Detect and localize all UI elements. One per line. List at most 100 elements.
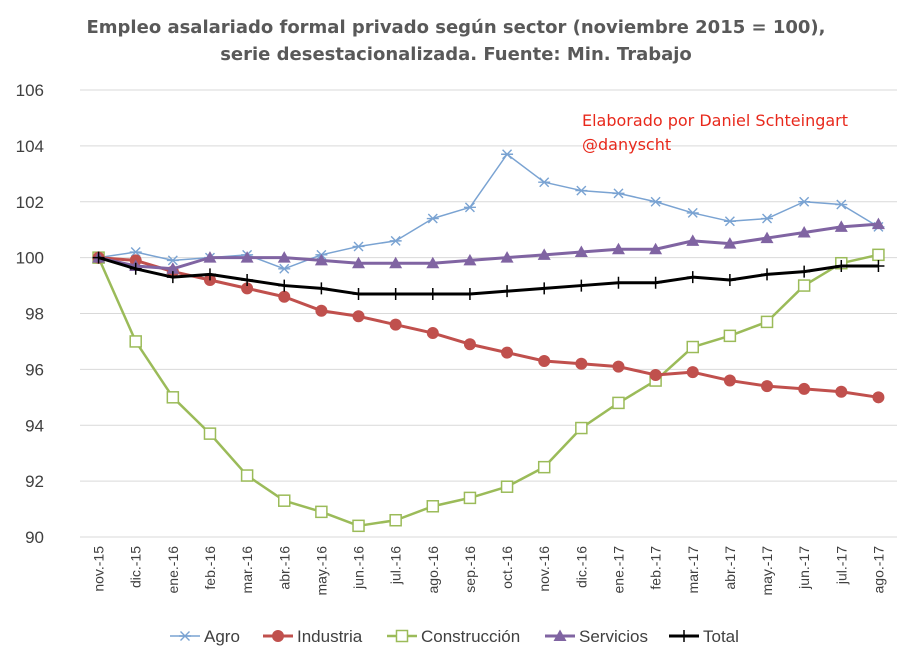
legend-swatch-marker — [395, 629, 409, 643]
chart-title-line-2: serie desestacionalizada. Fuente: Min. T… — [220, 44, 692, 65]
series-line-construccion — [97, 253, 879, 528]
data-point-servicios — [166, 262, 180, 274]
data-point-total — [835, 260, 848, 273]
legend-label-agro: Agro — [204, 627, 240, 646]
data-point-agro — [501, 149, 514, 160]
data-point-agro — [538, 177, 551, 188]
data-point-industria — [501, 346, 514, 359]
data-point-servicios — [314, 253, 328, 266]
data-point-total — [203, 268, 216, 281]
data-point-agro — [723, 216, 736, 227]
data-point-agro — [278, 263, 291, 274]
x-tick-label: sep.-16 — [462, 546, 478, 593]
data-point-industria — [612, 360, 625, 373]
series-lines — [92, 149, 885, 533]
x-tick-label: feb.-16 — [202, 546, 218, 590]
data-point-construccion — [760, 315, 774, 329]
data-point-industria — [389, 318, 402, 331]
data-point-agro — [835, 199, 848, 210]
data-point-construccion — [166, 391, 180, 404]
data-point-servicios — [426, 256, 440, 269]
data-point-servicios — [277, 251, 291, 263]
x-axis-tick-labels: nov.-15 dic.-15 ene.-16 feb.-16 mar.-16 abr.-… — [91, 546, 887, 596]
y-tick-label: 100 — [16, 249, 44, 268]
x-tick-label: mar.-16 — [239, 546, 255, 594]
x-tick-label: oct.-16 — [499, 546, 515, 589]
data-point-construccion — [426, 500, 440, 513]
data-point-construccion — [463, 491, 477, 505]
data-point-total — [241, 273, 254, 286]
data-point-construccion — [203, 427, 217, 440]
x-tick-label: jul.-17 — [833, 546, 849, 585]
data-point-construccion — [389, 513, 402, 527]
data-point-industria — [352, 310, 365, 323]
data-point-construccion — [872, 248, 885, 262]
x-tick-label: abr.-17 — [722, 546, 738, 590]
data-point-total — [92, 251, 105, 264]
data-point-total — [612, 276, 625, 289]
author-credit: Elaborado por Daniel Schteingart — [582, 111, 848, 130]
data-point-total — [723, 273, 736, 286]
data-point-agro — [352, 241, 365, 252]
data-point-total — [166, 271, 179, 284]
data-point-industria — [872, 391, 885, 404]
data-point-servicios — [649, 242, 663, 255]
x-tick-label: nov.-16 — [536, 546, 552, 592]
legend-swatch-marker — [553, 629, 567, 641]
x-tick-label: ago.-16 — [425, 546, 441, 594]
legend-item-agro: Agro — [170, 627, 240, 646]
data-point-total — [501, 285, 514, 298]
data-point-construccion — [797, 279, 811, 292]
data-point-servicios — [760, 231, 774, 244]
data-point-servicios — [871, 217, 885, 230]
data-point-construccion — [240, 469, 254, 482]
data-point-construccion — [352, 519, 365, 533]
series-total — [92, 251, 885, 300]
data-point-agro — [761, 213, 774, 224]
series-line-servicios — [98, 222, 879, 271]
data-point-industria — [315, 304, 328, 317]
data-point-industria — [463, 338, 476, 351]
data-point-industria — [538, 354, 551, 367]
legend-item-industria: Industria — [263, 627, 363, 646]
data-point-servicios — [203, 251, 217, 263]
data-point-construccion — [686, 340, 699, 354]
data-point-total — [761, 268, 774, 281]
data-point-industria — [835, 385, 848, 398]
x-tick-label: jun.-16 — [351, 546, 367, 590]
series-line-industria — [98, 256, 879, 399]
y-tick-label: 92 — [25, 472, 44, 491]
y-tick-label: 90 — [25, 528, 44, 547]
legend-label-construccion: Construcción — [421, 627, 520, 646]
y-tick-label: 94 — [25, 416, 44, 435]
x-tick-label: abr.-16 — [276, 546, 292, 590]
data-point-servicios — [500, 251, 514, 263]
x-tick-label: mar.-17 — [685, 546, 701, 594]
data-point-total — [686, 271, 699, 284]
x-tick-label: may.-17 — [759, 546, 775, 596]
data-point-servicios — [537, 248, 551, 260]
x-tick-label: jun.-17 — [796, 546, 812, 590]
legend-label-total: Total — [703, 627, 739, 646]
data-point-servicios — [240, 251, 254, 263]
data-point-servicios — [574, 245, 588, 258]
data-point-total — [463, 287, 476, 300]
data-point-agro — [575, 185, 588, 196]
legend: Agro Industria Construcción Servicios Total — [170, 627, 739, 646]
author-handle: @danyscht — [582, 135, 671, 154]
data-point-industria — [575, 357, 588, 370]
data-point-industria — [241, 282, 254, 295]
data-point-industria — [278, 290, 291, 303]
data-point-total — [315, 282, 328, 295]
y-axis-tick-labels: 90 92 94 96 98 100 102 104 106 — [16, 81, 44, 547]
data-point-total — [575, 279, 588, 292]
legend-swatch-marker — [179, 631, 191, 641]
data-point-construccion — [723, 329, 737, 343]
data-point-agro — [612, 188, 625, 199]
y-tick-label: 96 — [25, 360, 44, 379]
data-point-industria — [798, 382, 811, 395]
data-point-servicios — [834, 220, 848, 232]
data-point-industria — [686, 366, 699, 379]
data-point-industria — [761, 380, 774, 393]
